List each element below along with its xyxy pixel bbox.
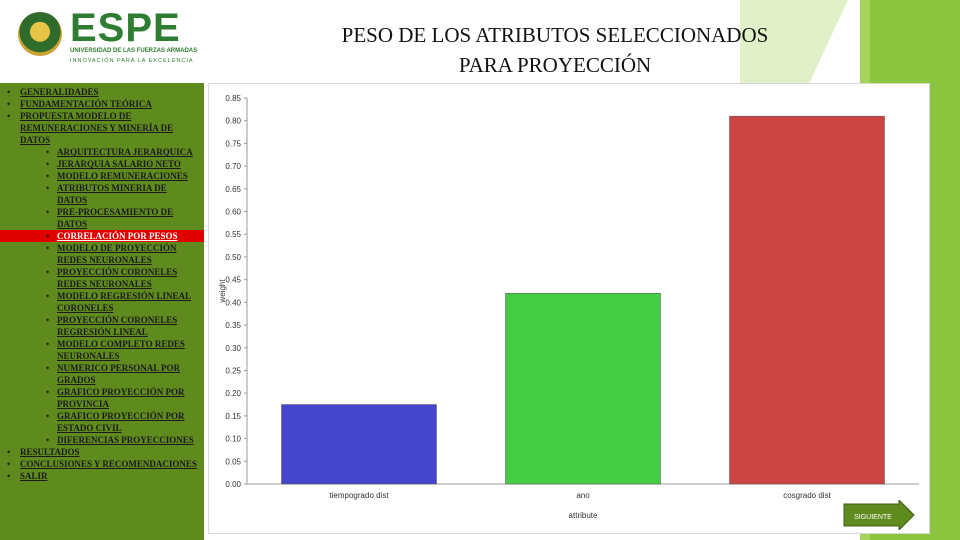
y-tick-label: 0.60 [225,208,241,217]
sidebar-item-10[interactable]: MODELO DE PROYECCIÓN REDES NEURONALES [0,242,204,266]
bar-2 [505,293,661,485]
sidebar-item-14[interactable]: MODELO COMPLETO REDES NEURONALES [0,338,204,362]
sidebar-item-21[interactable]: SALIR [0,470,204,482]
y-tick-label: 0.45 [225,276,241,285]
y-tick-label: 0.25 [225,366,241,375]
sidebar-item-9[interactable]: CORRELACIÓN POR PESOS [0,230,204,242]
espe-logo: ESPE UNIVERSIDAD DE LAS FUERZAS ARMADAS … [18,6,198,72]
y-tick-label: 0.55 [225,230,241,239]
sidebar-item-8[interactable]: PRE-PROCESAMIENTO DE DATOS [0,206,204,230]
y-axis-label: weight [218,279,227,304]
bar-3 [729,115,885,485]
chart-svg: 0.00 0.05 0.10 0.15 0.20 0.25 0.30 0.35 0.40 0.45… [218,94,919,520]
sidebar-item-7[interactable]: ATRIBUTOS MINERIA DE DATOS [0,182,204,206]
sidebar-item-15[interactable]: NUMERICO PERSONAL POR GRADOS [0,362,204,386]
x-tick-label: tiempogrado dist [329,491,389,500]
y-tick-label: 0.15 [225,412,241,421]
y-tick-label: 0.20 [225,389,241,398]
university-crest-icon [18,12,62,56]
y-tick-label: 0.85 [225,94,241,103]
y-tick-label: 0.35 [225,321,241,330]
x-tick-label: ano [576,491,590,500]
y-tick-label: 0.00 [225,480,241,489]
next-button-label: SIGUIENTE [854,514,892,521]
y-tick-label: 0.75 [225,139,241,148]
logo-subtitle: UNIVERSIDAD DE LAS FUERZAS ARMADAS [70,48,198,54]
y-tick-label: 0.70 [225,162,241,171]
sidebar-item-16[interactable]: GRAFICO PROYECCIÓN POR PROVINCIA [0,386,204,410]
y-tick-label: 0.50 [225,253,241,262]
sidebar-item-12[interactable]: MODELO REGRESIÓN LINEAL CORONELES [0,290,204,314]
page-title: PESO DE LOS ATRIBUTOS SELECCIONADOS PARA… [270,20,840,80]
y-tick-label: 0.10 [225,435,241,444]
logo-name: ESPE [70,6,181,50]
y-tick-label: 0.80 [225,117,241,126]
page-title-line2: PARA PROYECCIÓN [458,53,652,77]
sidebar-list: GENERALIDADESFUNDAMENTACIÓN TEÓRICAPROPU… [0,86,204,482]
sidebar-item-13[interactable]: PROYECCIÓN CORONELES REGRESIÓN LINEAL [0,314,204,338]
sidebar-nav: GENERALIDADESFUNDAMENTACIÓN TEÓRICAPROPU… [0,83,204,540]
sidebar-item-1[interactable]: GENERALIDADES [0,86,204,98]
sidebar-item-17[interactable]: GRAFICO PROYECCIÓN POR ESTADO CIVIL [0,410,204,434]
y-tick-label: 0.40 [225,298,241,307]
y-tick-label: 0.30 [225,344,241,353]
next-button[interactable]: SIGUIENTE [843,500,915,530]
logo-tagline: INNOVACIÓN PARA LA EXCELENCIA [70,58,194,64]
sidebar-item-2[interactable]: FUNDAMENTACIÓN TEÓRICA [0,98,204,110]
x-axis-label: attribute [569,511,598,520]
y-tick-label: 0.05 [225,457,241,466]
sidebar-item-20[interactable]: CONCLUSIONES Y RECOMENDACIONES [0,458,204,470]
sidebar-item-6[interactable]: MODELO REMUNERACIONES [0,170,204,182]
sidebar-item-11[interactable]: PROYECCIÓN CORONELES REDES NEURONALES [0,266,204,290]
sidebar-item-3[interactable]: PROPUESTA MODELO DE REMUNERACIONES Y MIN… [0,110,204,146]
sidebar-item-19[interactable]: RESULTADOS [0,446,204,458]
sidebar-item-4[interactable]: ARQUITECTURA JERARQUICA [0,146,204,158]
x-tick-label: cosgrado dist [783,491,831,500]
sidebar-item-18[interactable]: DIFERENCIAS PROYECCIONES [0,434,204,446]
page-title-line1: PESO DE LOS ATRIBUTOS SELECCIONADOS [341,23,769,47]
weight-bar-chart: 0.00 0.05 0.10 0.15 0.20 0.25 0.30 0.35 0.40 0.45… [208,83,930,534]
bar-1 [281,404,437,485]
y-tick-label: 0.65 [225,185,241,194]
sidebar-item-5[interactable]: JERARQUIA SALARIO NETO [0,158,204,170]
